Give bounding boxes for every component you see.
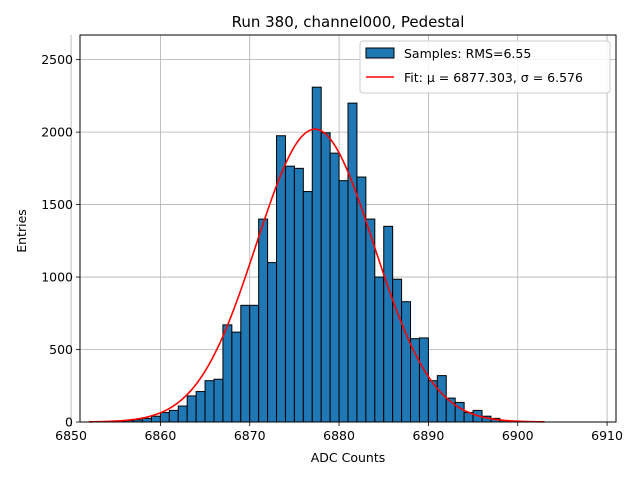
histogram-bar — [177, 405, 188, 423]
histogram-bar — [365, 218, 376, 423]
y-tick-label: 0 — [65, 415, 73, 430]
x-axis-label: ADC Counts — [311, 450, 386, 465]
x-tick-label: 6870 — [234, 428, 266, 443]
x-tick-label: 6900 — [502, 428, 534, 443]
chart-title: Run 380, channel000, Pedestal — [232, 13, 465, 31]
histogram-bar — [258, 218, 269, 423]
fit-curve — [88, 128, 545, 423]
histogram-bar — [329, 152, 340, 423]
histogram-bar — [150, 415, 161, 423]
histogram-bar — [249, 304, 260, 423]
histogram-bar — [320, 132, 331, 423]
x-tick-label: 6860 — [144, 428, 176, 443]
histogram-bar — [204, 380, 215, 423]
legend-label-fit: Fit: μ = 6877.303, σ = 6.576 — [404, 70, 583, 85]
plot-frame — [79, 34, 617, 423]
x-tick-label: 6850 — [55, 428, 87, 443]
histogram-bar — [401, 301, 412, 423]
legend-swatch-samples — [365, 47, 395, 59]
histogram-bar — [142, 417, 152, 423]
histogram-bar — [159, 412, 170, 423]
legend-box — [359, 40, 611, 94]
histogram-bar — [213, 378, 224, 423]
histogram-bar — [392, 278, 403, 423]
legend: Samples: RMS=6.55 Fit: μ = 6877.303, σ =… — [359, 40, 611, 94]
histogram-bar — [418, 337, 429, 423]
x-axis-ticks: 6850 6860 6870 6880 6890 6900 6910 — [55, 422, 623, 443]
y-axis-label: Entries — [14, 209, 29, 253]
x-tick-label: 6880 — [323, 428, 355, 443]
histogram-bar — [240, 304, 251, 423]
histogram-bar — [276, 135, 286, 423]
histogram-bar — [374, 276, 385, 423]
y-tick-label: 1000 — [41, 270, 73, 285]
histogram-bar — [195, 391, 206, 423]
histogram-bar — [186, 395, 197, 423]
histogram-bars — [115, 86, 519, 423]
legend-label-samples: Samples: RMS=6.55 — [404, 46, 531, 61]
histogram-bar — [311, 86, 322, 423]
histogram-bar — [436, 375, 447, 423]
histogram-bar — [168, 409, 179, 423]
histogram-bar — [222, 324, 233, 423]
histogram-bar — [356, 176, 367, 423]
histogram-bar — [293, 167, 304, 423]
y-tick-label: 2000 — [41, 125, 73, 140]
histogram-bar — [231, 331, 242, 423]
histogram-bar — [267, 262, 278, 423]
histogram-bar — [383, 225, 394, 423]
x-tick-label: 6910 — [591, 428, 623, 443]
x-tick-label: 6890 — [412, 428, 444, 443]
histogram-bar — [302, 191, 313, 423]
y-tick-label: 500 — [49, 342, 73, 357]
y-tick-label: 2500 — [41, 52, 73, 67]
histogram-bar — [338, 180, 349, 423]
histogram-bar — [347, 102, 358, 423]
histogram-bar — [284, 165, 295, 423]
histogram-bar — [410, 338, 420, 423]
y-tick-label: 1500 — [41, 197, 73, 212]
y-axis-ticks: 0 500 1000 1500 2000 2500 — [41, 52, 80, 430]
